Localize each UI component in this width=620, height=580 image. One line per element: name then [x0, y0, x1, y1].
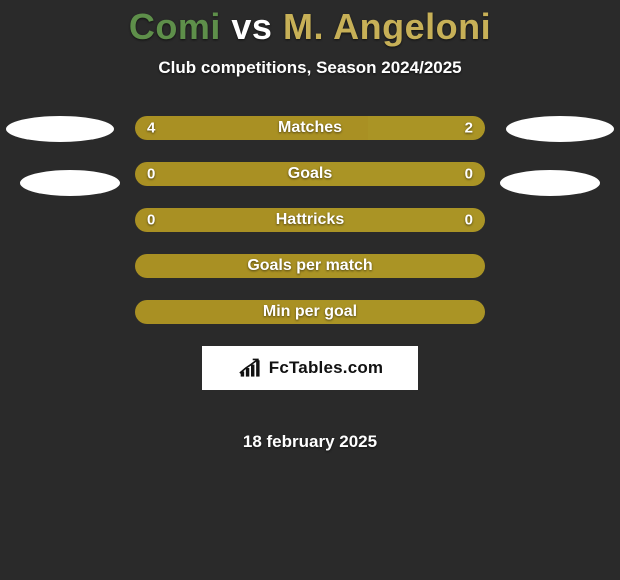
photo-placeholder-left-2	[20, 170, 120, 196]
stat-bar-right	[310, 162, 485, 186]
stat-bar-left	[135, 162, 310, 186]
bar-chart-icon	[237, 356, 265, 380]
comparison-chart: Matches 4 2 Goals 0 0 Hattricks 0 0 Goals per mat…	[0, 116, 620, 452]
stat-value-left: 0	[147, 212, 155, 229]
photo-placeholder-right-2	[500, 170, 600, 196]
date-text: 18 february 2025	[243, 432, 377, 452]
rows-host: Matches 4 2 Goals 0 0 Hattricks 0 0 Goals per mat…	[135, 116, 485, 324]
title-player1: Comi	[129, 6, 221, 47]
stat-row: Goals 0 0	[135, 162, 485, 186]
page-title: Comi vs M. Angeloni	[129, 6, 491, 48]
stat-value-right: 0	[465, 212, 473, 229]
stat-row: Hattricks 0 0	[135, 208, 485, 232]
title-vs: vs	[221, 6, 283, 47]
stat-value-left: 4	[147, 120, 155, 137]
stat-label: Goals per match	[247, 257, 372, 275]
stat-row: Matches 4 2	[135, 116, 485, 140]
stat-value-right: 0	[465, 166, 473, 183]
subtitle: Club competitions, Season 2024/2025	[158, 58, 461, 78]
stat-row: Min per goal	[135, 300, 485, 324]
photo-placeholder-right-1	[506, 116, 614, 142]
stat-value-right: 2	[465, 120, 473, 137]
stat-label: Min per goal	[263, 303, 357, 321]
stat-label: Matches	[278, 119, 342, 137]
stat-label: Goals	[288, 165, 332, 183]
stat-value-left: 0	[147, 166, 155, 183]
brand-logo: FcTables.com	[202, 346, 418, 390]
stat-label: Hattricks	[276, 211, 344, 229]
photo-placeholder-left-1	[6, 116, 114, 142]
title-player2: M. Angeloni	[283, 6, 491, 47]
comparison-infographic: Comi vs M. Angeloni Club competitions, S…	[0, 0, 620, 580]
brand-name: FcTables.com	[269, 358, 384, 378]
stat-row: Goals per match	[135, 254, 485, 278]
